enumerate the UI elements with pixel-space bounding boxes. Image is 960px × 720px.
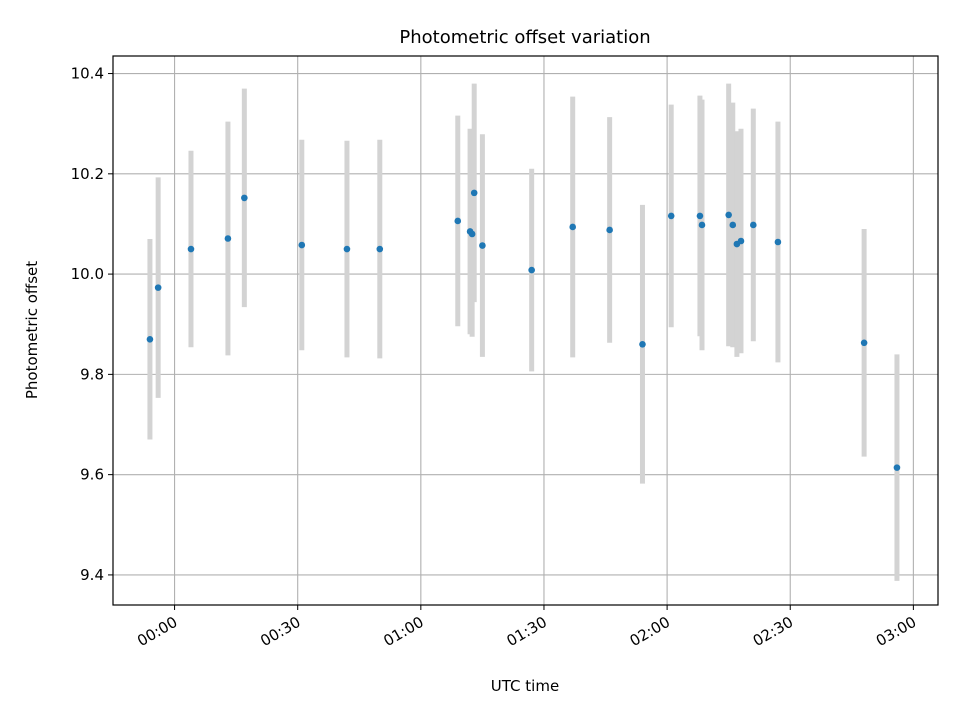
y-tick-label: 9.6 <box>80 466 104 484</box>
y-axis-label: Photometric offset <box>23 261 41 399</box>
data-points <box>146 189 901 471</box>
data-point <box>737 237 745 245</box>
data-point <box>774 238 782 246</box>
grid <box>113 56 938 605</box>
data-point <box>639 340 646 348</box>
y-tick-label: 10.4 <box>71 65 104 83</box>
x-axis-label: UTC time <box>491 677 559 695</box>
data-point <box>725 211 732 219</box>
chart-title: Photometric offset variation <box>399 27 650 48</box>
data-point <box>343 245 351 253</box>
y-tick-label: 10.0 <box>71 265 104 283</box>
data-point <box>468 230 476 238</box>
data-point <box>893 464 901 471</box>
y-tick-label: 9.4 <box>80 566 104 584</box>
data-point <box>241 194 248 202</box>
data-point <box>187 245 195 253</box>
data-point <box>376 245 384 253</box>
data-point <box>146 335 154 343</box>
data-point <box>479 242 486 249</box>
data-point <box>696 212 704 220</box>
data-point <box>298 241 306 249</box>
data-point <box>224 235 232 242</box>
data-point <box>528 266 535 274</box>
y-axis-ticks: 9.4 9.6 9.8 10.0 10.2 10.4 <box>71 65 113 584</box>
data-point <box>860 339 868 347</box>
data-point <box>454 217 462 225</box>
data-point <box>729 221 737 229</box>
data-point <box>698 221 706 229</box>
data-point <box>667 212 675 220</box>
y-tick-label: 9.8 <box>80 365 104 383</box>
plot-frame <box>112 55 939 606</box>
data-point <box>569 223 577 231</box>
y-tick-label: 10.2 <box>71 165 104 183</box>
data-point <box>606 226 613 234</box>
data-point <box>470 189 478 197</box>
data-point <box>749 221 757 229</box>
data-point <box>154 284 162 291</box>
